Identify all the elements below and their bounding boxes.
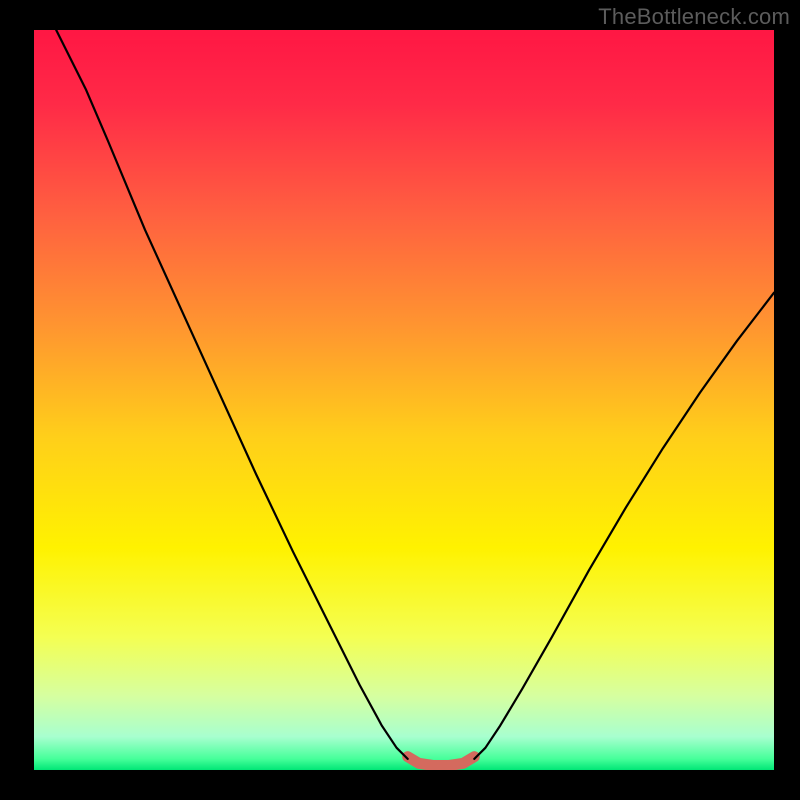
curve-left-branch	[56, 30, 408, 759]
chart-frame: TheBottleneck.com	[0, 0, 800, 800]
curve-layer	[34, 30, 774, 770]
curve-right-branch	[474, 293, 774, 759]
watermark-text: TheBottleneck.com	[598, 4, 790, 30]
valley-marker	[408, 757, 475, 766]
plot-area	[34, 30, 774, 770]
